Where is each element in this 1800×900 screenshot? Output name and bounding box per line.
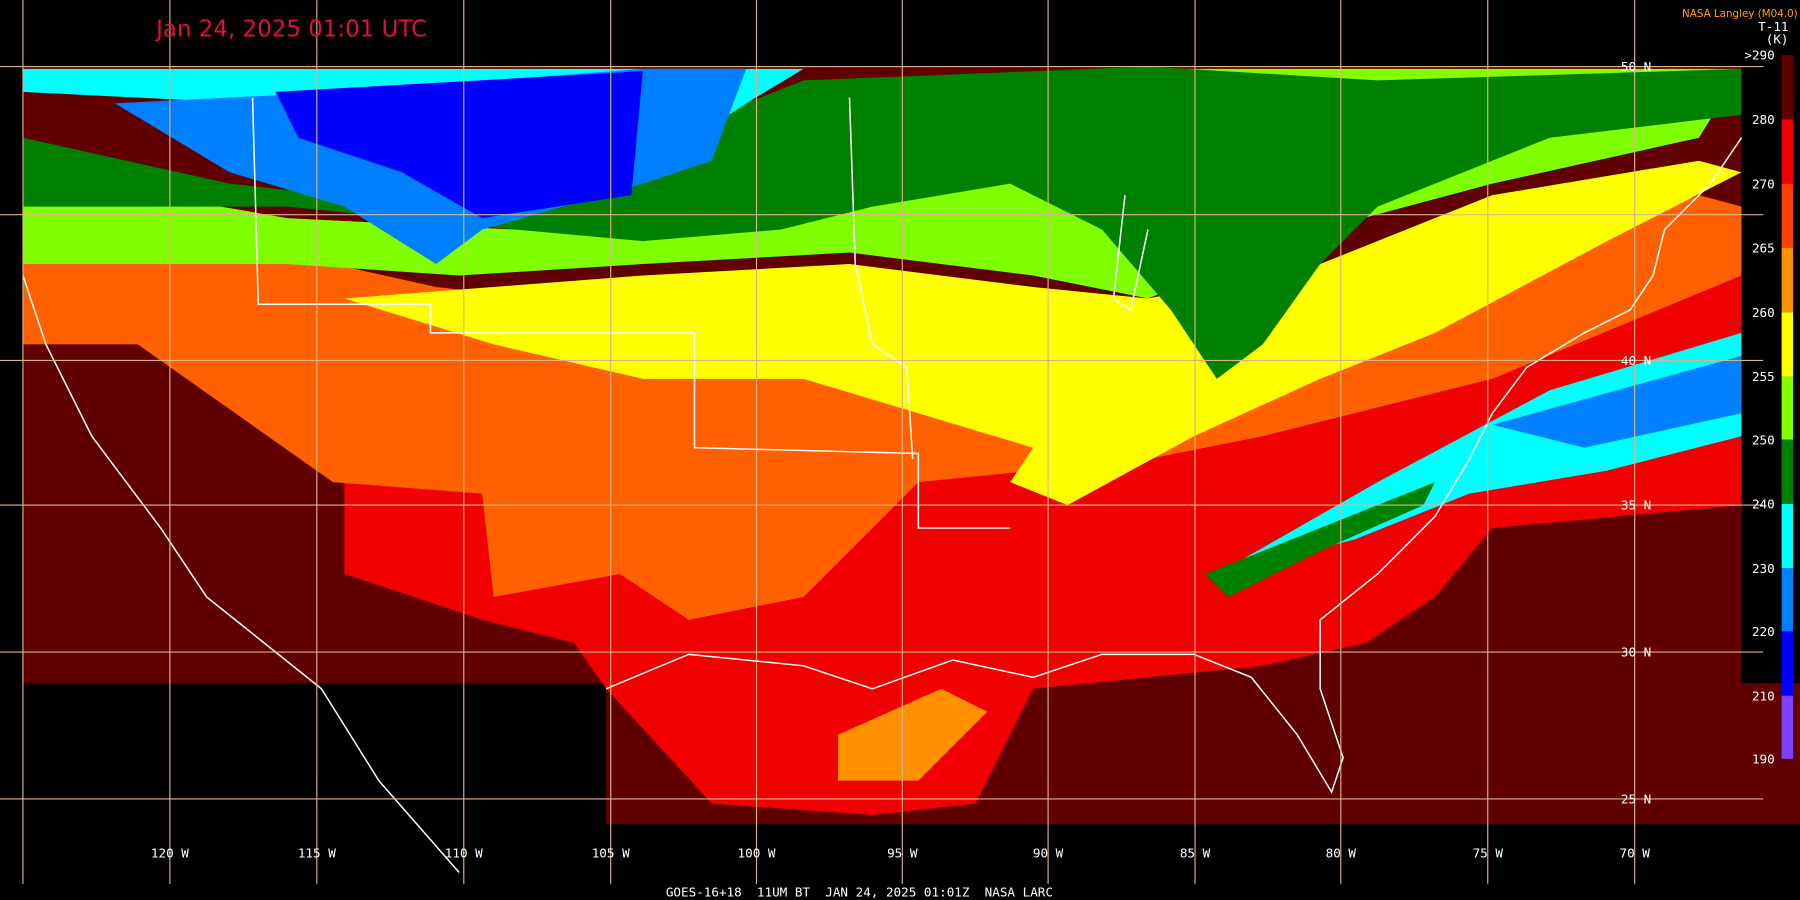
imagery	[22, 66, 1800, 825]
colorbar-segment	[1781, 55, 1794, 120]
colorbar-label: 230	[1752, 561, 1775, 576]
lon-label: 110 W	[445, 846, 483, 861]
lat-label: 30 N	[1621, 645, 1651, 660]
colorbar-label: 265	[1752, 241, 1775, 256]
timestamp: Jan 24, 2025 01:01 UTC	[154, 17, 427, 43]
colorbar-label: 190	[1752, 751, 1775, 766]
lon-label: 120 W	[151, 846, 189, 861]
colorbar-label: 250	[1752, 432, 1775, 447]
graticule	[0, 0, 1764, 884]
colorbar-segment	[1781, 312, 1794, 377]
colorbar-label: 210	[1752, 688, 1775, 703]
product: T-11	[1758, 19, 1788, 34]
colorbar: >290 280 270 265 260 255 250 240 230 220 210 190	[1744, 48, 1794, 766]
footer: GOES-16+18 11UM BT JAN 24, 2025 01:01Z N…	[666, 885, 1053, 900]
colorbar-segment	[1781, 183, 1794, 248]
axis-labels: 50 N 40 N 35 N 30 N 25 N 120 W 115 W 110 W 105 W…	[151, 59, 1651, 860]
colorbar-label: 255	[1752, 369, 1775, 384]
lat-label: 35 N	[1621, 498, 1651, 513]
credit: NASA Langley (M04.0)	[1682, 8, 1798, 20]
colorbar-segment	[1781, 376, 1794, 440]
colorbar-label: >290	[1744, 48, 1774, 63]
lon-label: 85 W	[1180, 846, 1211, 861]
lon-label: 105 W	[592, 846, 630, 861]
colorbar-segment	[1781, 631, 1794, 696]
colorbar-segment	[1781, 503, 1794, 569]
colorbar-label: 270	[1752, 176, 1775, 191]
coastlines	[22, 97, 1743, 873]
colorbar-label: 260	[1752, 305, 1775, 320]
colorbar-label: 240	[1752, 497, 1775, 512]
lon-label: 100 W	[738, 846, 776, 861]
colorbar-segment	[1781, 568, 1794, 632]
lat-label: 50 N	[1621, 59, 1651, 74]
unit: (K)	[1766, 32, 1789, 47]
colorbar-segment	[1781, 119, 1794, 184]
lon-label: 95 W	[887, 846, 918, 861]
lat-label: 40 N	[1621, 353, 1651, 368]
colorbar-label: 220	[1752, 624, 1775, 639]
lon-label: 90 W	[1033, 846, 1064, 861]
lon-label: 70 W	[1620, 846, 1651, 861]
colorbar-segment	[1781, 439, 1794, 504]
lon-label: 75 W	[1473, 846, 1504, 861]
lon-label: 80 W	[1326, 846, 1357, 861]
colorbar-segment	[1781, 247, 1794, 313]
lat-label: 25 N	[1621, 792, 1651, 807]
colorbar-label: 280	[1752, 112, 1775, 127]
colorbar-segment	[1781, 695, 1794, 759]
lon-label: 115 W	[298, 846, 336, 861]
